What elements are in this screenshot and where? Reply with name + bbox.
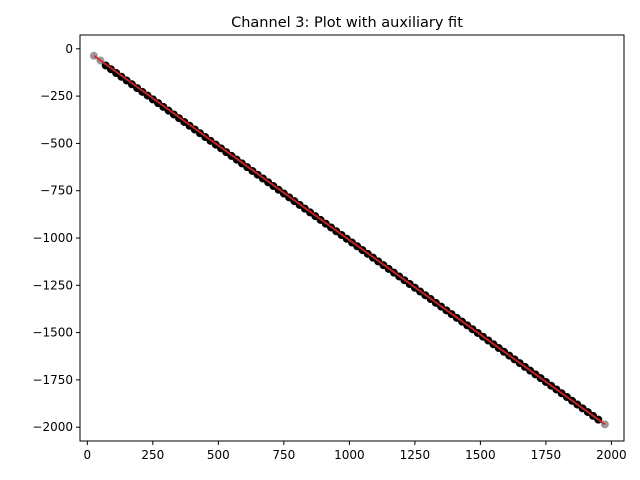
x-tick-label: 0	[84, 448, 92, 462]
y-tick-label: 0	[65, 42, 73, 56]
axes-ticks: 0 250 500 750 1000 1250 1500 1750 2000 0 −250 −500 −…	[32, 42, 626, 462]
y-tick-label: −500	[40, 136, 73, 150]
x-tick-label: 2000	[596, 448, 627, 462]
y-tick-label: −750	[40, 184, 73, 198]
x-tick-label: 1750	[531, 448, 562, 462]
chart-title: Channel 3: Plot with auxiliary fit	[231, 15, 463, 31]
y-tick-label: −1500	[32, 326, 73, 340]
fit-line	[93, 54, 606, 426]
x-tick-label: 250	[141, 448, 164, 462]
y-tick-label: −2000	[32, 420, 73, 434]
x-tick-label: 1500	[465, 448, 496, 462]
y-tick-label: −1000	[32, 231, 73, 245]
y-tick-label: −1250	[32, 278, 73, 292]
x-tick-label: 1250	[400, 448, 431, 462]
y-tick-label: −250	[40, 89, 73, 103]
axes-frame	[79, 34, 625, 442]
x-tick-label: 750	[272, 448, 295, 462]
x-tick-label: 500	[207, 448, 230, 462]
x-tick-label: 1000	[334, 448, 365, 462]
plot-area	[89, 51, 609, 429]
y-tick-label: −1750	[32, 373, 73, 387]
